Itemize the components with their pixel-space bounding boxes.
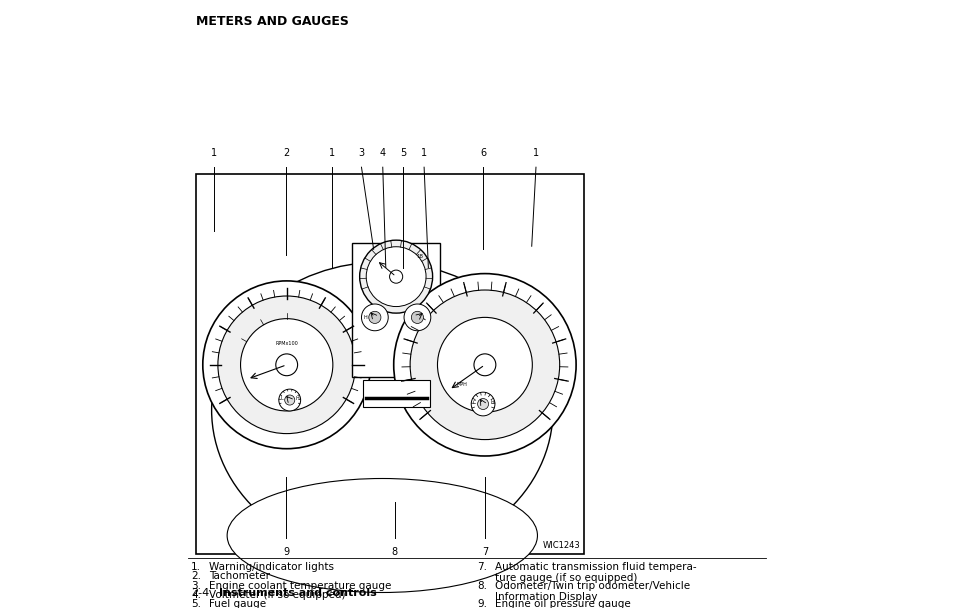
Text: 1: 1 [533, 148, 538, 158]
Circle shape [278, 389, 300, 411]
Text: 2: 2 [283, 148, 289, 158]
Text: 1: 1 [329, 148, 335, 158]
Circle shape [217, 296, 355, 434]
Text: C: C [473, 399, 476, 405]
Circle shape [437, 317, 532, 412]
Bar [362, 380, 429, 407]
Circle shape [389, 270, 402, 283]
Text: 8: 8 [392, 547, 397, 557]
Text: Engine coolant temperature gauge: Engine coolant temperature gauge [210, 581, 392, 590]
Text: 5.: 5. [191, 599, 201, 608]
Text: 9: 9 [283, 547, 289, 557]
Circle shape [275, 354, 297, 376]
Circle shape [394, 274, 576, 456]
Circle shape [477, 399, 488, 410]
Circle shape [361, 304, 388, 331]
Text: 7: 7 [481, 547, 488, 557]
Text: H: H [490, 399, 494, 405]
Circle shape [369, 311, 380, 323]
Text: 1: 1 [211, 148, 217, 158]
Text: 4: 4 [379, 148, 385, 158]
Circle shape [359, 240, 432, 313]
Text: 1.: 1. [191, 562, 201, 572]
Circle shape [474, 354, 496, 376]
Circle shape [471, 392, 495, 416]
Text: L: L [280, 396, 283, 401]
Text: 1: 1 [420, 148, 427, 158]
Text: Fuel gauge: Fuel gauge [210, 599, 266, 608]
Circle shape [284, 395, 294, 405]
Text: METERS AND GAUGES: METERS AND GAUGES [196, 15, 349, 28]
Text: Instruments and controls: Instruments and controls [218, 589, 375, 598]
Text: H: H [363, 315, 367, 320]
Text: H: H [295, 396, 299, 401]
Text: Engine oil pressure gauge
(if so equipped): Engine oil pressure gauge (if so equippe… [495, 599, 630, 608]
Text: Automatic transmission fluid tempera-
ture gauge (if so equipped): Automatic transmission fluid tempera- tu… [495, 562, 696, 584]
Text: WIC1243: WIC1243 [542, 541, 580, 550]
Text: 18: 18 [416, 254, 423, 259]
Circle shape [203, 281, 370, 449]
Circle shape [240, 319, 333, 411]
Text: Warning/indicator lights: Warning/indicator lights [210, 562, 335, 572]
Ellipse shape [227, 478, 537, 592]
Text: Voltmeter (if so equipped): Voltmeter (if so equipped) [210, 590, 346, 600]
Text: 3.: 3. [191, 581, 201, 590]
Circle shape [404, 304, 431, 331]
Text: 4.: 4. [191, 590, 201, 600]
Bar [352, 243, 439, 377]
Circle shape [410, 290, 559, 440]
Text: Odometer/Twin trip odometer/Vehicle
Information Display: Odometer/Twin trip odometer/Vehicle Info… [495, 581, 690, 603]
Text: 2.: 2. [191, 572, 201, 581]
Text: 3: 3 [358, 148, 364, 158]
Text: 8.: 8. [476, 581, 486, 590]
Text: 7.: 7. [476, 562, 486, 572]
Circle shape [411, 311, 423, 323]
Text: MPH: MPH [456, 382, 467, 387]
Text: Tachometer: Tachometer [210, 572, 271, 581]
Circle shape [366, 247, 426, 306]
Bar [196, 174, 583, 554]
Ellipse shape [212, 262, 553, 558]
Text: 9.: 9. [476, 599, 486, 608]
Text: 6: 6 [479, 148, 486, 158]
Text: 2-4: 2-4 [191, 589, 210, 598]
Text: 5: 5 [399, 148, 406, 158]
Text: RPMx100: RPMx100 [275, 341, 297, 347]
